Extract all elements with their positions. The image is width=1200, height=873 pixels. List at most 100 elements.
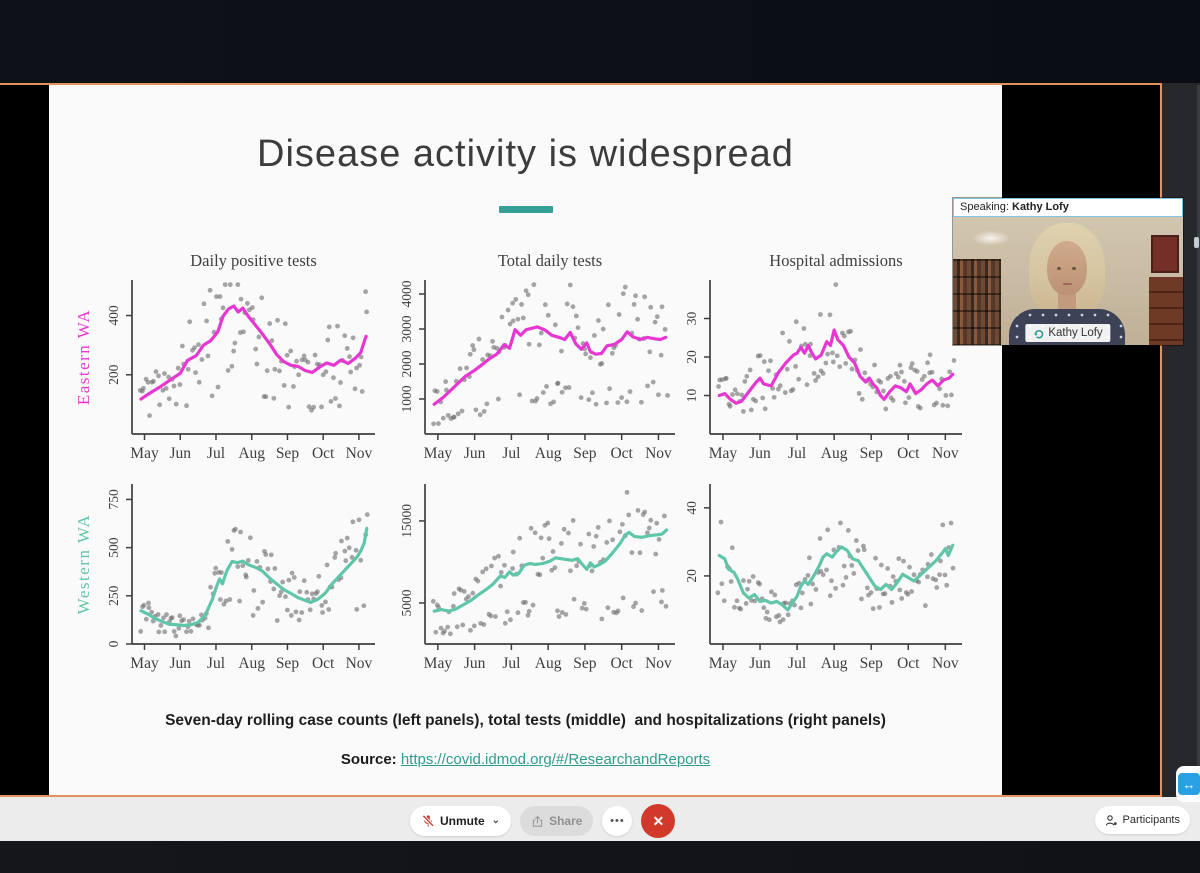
- side-shelf: [1149, 277, 1183, 345]
- svg-text:May: May: [424, 655, 453, 672]
- leave-call-button[interactable]: ✕: [641, 804, 676, 838]
- speaker-name-tag: Kathy Lofy: [1025, 324, 1111, 342]
- speaker-neck: [1058, 289, 1076, 315]
- bottom-band: [0, 841, 1200, 873]
- svg-text:Aug: Aug: [535, 655, 562, 672]
- svg-text:May: May: [130, 655, 159, 672]
- svg-text:Jul: Jul: [207, 655, 225, 672]
- svg-text:Nov: Nov: [932, 655, 959, 672]
- svg-text:Sep: Sep: [276, 445, 300, 462]
- speaker-thumbnail[interactable]: Speaking: Kathy Lofy Kathy Lofy: [953, 198, 1183, 345]
- svg-text:200: 200: [106, 364, 121, 385]
- svg-text:Oct: Oct: [897, 655, 920, 672]
- participants-label: Participants: [1122, 814, 1180, 826]
- chart-western-total-daily-tests: 5000 15000 May Jun Jul Aug Sep Oct Nov: [385, 470, 685, 676]
- remote-control-tab[interactable]: ↔: [1176, 766, 1200, 802]
- svg-text:Nov: Nov: [346, 655, 373, 672]
- svg-text:Oct: Oct: [610, 445, 633, 462]
- wall-frame: [1151, 235, 1179, 273]
- svg-text:Aug: Aug: [238, 445, 265, 462]
- svg-text:Sep: Sep: [573, 445, 597, 462]
- svg-text:Daily positive tests: Daily positive tests: [190, 251, 317, 270]
- presentation-slide: Disease activity is widespread Daily pos…: [49, 85, 1002, 795]
- close-icon: ✕: [652, 812, 665, 829]
- speaker-video: Kathy Lofy: [953, 217, 1183, 345]
- svg-text:Oct: Oct: [312, 445, 335, 462]
- presenting-status-icon: [1034, 329, 1044, 338]
- meeting-toolbar: Unmute ⌄ Share ••• ✕: [0, 797, 1200, 841]
- svg-text:15000: 15000: [399, 504, 414, 538]
- svg-text:Aug: Aug: [238, 655, 265, 672]
- svg-text:Jun: Jun: [169, 655, 191, 672]
- svg-text:Jul: Jul: [207, 445, 225, 462]
- participants-button[interactable]: Participants: [1094, 806, 1190, 834]
- svg-text:0: 0: [106, 640, 121, 647]
- chevron-down-icon[interactable]: ⌄: [491, 815, 501, 826]
- svg-text:40: 40: [684, 501, 699, 515]
- chart-western-hospital-admissions: 20 40 May Jun Jul Aug Sep Oct Nov: [672, 470, 972, 676]
- svg-text:May: May: [709, 445, 738, 462]
- svg-text:Oct: Oct: [897, 445, 920, 462]
- svg-text:500: 500: [106, 537, 121, 558]
- share-icon: [532, 815, 543, 827]
- svg-text:Nov: Nov: [932, 445, 959, 462]
- svg-text:20: 20: [684, 350, 699, 364]
- speaking-prefix: Speaking:: [960, 201, 1009, 213]
- svg-text:May: May: [130, 445, 159, 462]
- svg-text:Western WA: Western WA: [75, 514, 93, 615]
- svg-text:250: 250: [106, 585, 121, 606]
- svg-text:Sep: Sep: [573, 655, 597, 672]
- source-row: Source: https://covid.idmod.org/#/Resear…: [49, 751, 1002, 768]
- svg-text:Sep: Sep: [860, 655, 884, 672]
- title-divider: [499, 206, 553, 213]
- ceiling-light: [973, 231, 1009, 245]
- svg-text:400: 400: [106, 305, 121, 326]
- svg-text:750: 750: [106, 489, 121, 510]
- svg-text:Jul: Jul: [788, 445, 806, 462]
- unmute-button[interactable]: Unmute ⌄: [410, 806, 512, 836]
- svg-text:Hospital admissions: Hospital admissions: [769, 251, 902, 270]
- shared-screen-region: Disease activity is widespread Daily pos…: [0, 83, 1162, 797]
- right-scroll-track: [1197, 85, 1200, 795]
- right-scroll-thumb: [1194, 237, 1199, 248]
- svg-text:5000: 5000: [399, 589, 414, 616]
- svg-text:Sep: Sep: [276, 655, 300, 672]
- svg-text:May: May: [709, 655, 738, 672]
- svg-text:Jun: Jun: [464, 655, 486, 672]
- svg-text:Aug: Aug: [535, 445, 562, 462]
- call-controls: Unmute ⌄ Share ••• ✕: [410, 804, 676, 838]
- svg-text:Jun: Jun: [169, 445, 191, 462]
- top-band: [0, 0, 1200, 83]
- speaking-name: Kathy Lofy: [1012, 201, 1069, 213]
- svg-text:Oct: Oct: [312, 655, 335, 672]
- bookshelf: [953, 259, 1001, 345]
- svg-text:May: May: [424, 445, 453, 462]
- svg-text:Sep: Sep: [860, 445, 884, 462]
- more-icon: •••: [610, 815, 625, 827]
- svg-text:Jul: Jul: [502, 445, 520, 462]
- svg-text:30: 30: [684, 312, 699, 326]
- svg-text:3000: 3000: [399, 315, 414, 342]
- svg-text:10: 10: [684, 389, 699, 403]
- chart-western-daily-positive-tests: Western WA 0 250 500 750 May Jun Jul Aug Sep Oct No…: [74, 470, 385, 676]
- svg-text:Jul: Jul: [502, 655, 520, 672]
- share-button[interactable]: Share: [520, 806, 594, 836]
- source-link[interactable]: https://covid.idmod.org/#/ResearchandRep…: [400, 751, 711, 768]
- svg-text:Jul: Jul: [788, 655, 806, 672]
- chart-eastern-total-daily-tests: Total daily tests 1000 2000 3000 4000 May Jun J…: [385, 248, 685, 466]
- svg-text:1000: 1000: [399, 385, 414, 412]
- unmute-label: Unmute: [440, 814, 485, 828]
- svg-text:4000: 4000: [399, 280, 414, 307]
- svg-text:Total daily tests: Total daily tests: [498, 251, 602, 270]
- svg-text:Eastern WA: Eastern WA: [75, 309, 93, 405]
- svg-text:Nov: Nov: [645, 655, 672, 672]
- svg-text:Nov: Nov: [346, 445, 373, 462]
- svg-text:Jun: Jun: [464, 445, 486, 462]
- svg-text:Nov: Nov: [645, 445, 672, 462]
- svg-text:Oct: Oct: [610, 655, 633, 672]
- svg-text:Jun: Jun: [749, 445, 771, 462]
- svg-text:Aug: Aug: [821, 445, 848, 462]
- more-options-button[interactable]: •••: [602, 806, 633, 836]
- svg-text:2000: 2000: [399, 350, 414, 377]
